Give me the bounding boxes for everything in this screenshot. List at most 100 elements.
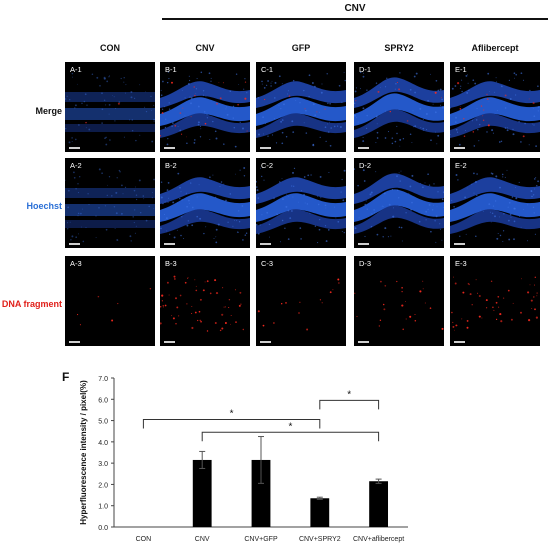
dna-fragment-dot — [79, 324, 81, 326]
dna-fragment-dot — [230, 314, 232, 317]
nucleus-dot — [325, 140, 327, 143]
nucleus-dot — [81, 102, 83, 105]
dna-fragment-dot — [298, 312, 300, 314]
nucleus-dot — [318, 228, 321, 231]
dna-fragment-dot — [299, 301, 301, 303]
scale-bar — [454, 243, 465, 245]
nucleus-dot — [495, 175, 498, 178]
nucleus-dot — [114, 228, 116, 229]
nucleus-dot — [267, 80, 270, 82]
nucleus-dot — [236, 231, 239, 233]
nucleus-dot — [206, 114, 208, 116]
nucleus-dot — [300, 190, 302, 192]
nucleus-dot — [176, 229, 178, 231]
nucleus-dot — [275, 213, 277, 215]
nucleus-dot — [395, 82, 397, 85]
nucleus-dot — [471, 120, 473, 122]
nucleus-dot — [114, 120, 116, 122]
nucleus-dot — [362, 107, 365, 110]
dna-fragment-dot — [453, 276, 454, 278]
dna-fragment-dot — [490, 280, 493, 282]
nucleus-dot — [375, 82, 378, 84]
tissue-layer — [354, 93, 444, 126]
dna-fragment-dot — [485, 299, 488, 302]
dna-fragment-dot — [493, 309, 495, 311]
nucleus-dot — [212, 174, 214, 176]
dna-fragment-dot — [111, 319, 114, 322]
nucleus-dot — [193, 142, 196, 144]
nucleus-dot — [138, 179, 141, 182]
dna-fragment-dot — [405, 318, 407, 320]
nucleus-dot — [122, 193, 124, 195]
nucleus-dot — [427, 208, 429, 211]
nucleus-dot — [265, 84, 268, 87]
panel-label: E-1 — [455, 65, 467, 74]
nucleus-dot — [160, 89, 162, 91]
nucleus-dot — [365, 127, 368, 130]
nucleus-dot — [496, 237, 499, 240]
dna-fragment-dot — [461, 318, 463, 320]
nucleus-dot — [165, 217, 168, 220]
nucleus-dot — [128, 119, 131, 121]
nucleus-dot — [208, 72, 211, 75]
nucleus-dot — [259, 224, 261, 226]
nucleus-dot — [257, 97, 259, 99]
nucleus-dot — [430, 73, 431, 75]
tissue-layer — [65, 188, 155, 198]
nucleus-dot — [324, 204, 327, 207]
dna-fragment-dot — [481, 317, 483, 319]
nucleus-dot — [281, 219, 284, 222]
dna-fragment-dot — [383, 308, 386, 311]
dna-fragment-dot — [234, 289, 237, 291]
nucleus-dot — [66, 95, 68, 97]
dna-fragment-dot — [486, 93, 488, 96]
nucleus-dot — [492, 132, 494, 134]
nucleus-dot — [411, 141, 413, 143]
nucleus-dot — [500, 85, 502, 87]
nucleus-dot — [123, 136, 125, 138]
nucleus-dot — [105, 228, 108, 231]
scale-bar — [358, 147, 369, 149]
nucleus-dot — [441, 239, 443, 241]
nucleus-dot — [153, 208, 155, 210]
nucleus-dot — [309, 212, 311, 214]
nucleus-dot — [273, 118, 275, 119]
dna-fragment-dot — [401, 290, 403, 293]
nucleus-dot — [186, 224, 189, 227]
nucleus-dot — [219, 185, 221, 188]
nucleus-dot — [506, 169, 508, 171]
nucleus-dot — [209, 176, 211, 178]
dna-fragment-dot — [398, 88, 401, 91]
nucleus-dot — [501, 173, 504, 176]
tissue-layer — [256, 113, 346, 138]
nucleus-dot — [494, 91, 496, 93]
nucleus-dot — [232, 105, 235, 108]
nucleus-dot — [433, 204, 434, 206]
nucleus-dot — [181, 89, 183, 91]
panel-label: C-1 — [261, 65, 274, 74]
dna-fragment-dot — [174, 297, 178, 300]
nucleus-dot — [376, 123, 378, 125]
column-header-aflibercept: Aflibercept — [471, 43, 519, 53]
significance-bracket — [142, 419, 321, 429]
dna-fragment-dot — [396, 280, 398, 283]
nucleus-dot — [273, 197, 275, 199]
nucleus-dot — [338, 84, 341, 87]
nucleus-dot — [135, 225, 137, 227]
nucleus-dot — [293, 185, 295, 187]
dna-fragment-dot — [486, 98, 489, 100]
nucleus-dot — [261, 175, 263, 178]
dna-fragment-dot — [478, 294, 481, 298]
nucleus-dot — [181, 216, 183, 218]
tissue-layer — [256, 193, 346, 222]
dna-fragment-dot — [356, 315, 358, 318]
nucleus-dot — [186, 205, 188, 208]
nucleus-dot — [263, 87, 266, 89]
nucleus-dot — [513, 207, 516, 210]
nucleus-dot — [153, 118, 155, 121]
dna-fragment-dot — [454, 329, 455, 331]
nucleus-dot — [451, 199, 453, 201]
nucleus-dot — [318, 203, 320, 206]
dna-fragment-dot — [456, 324, 458, 326]
nucleus-dot — [400, 226, 403, 229]
